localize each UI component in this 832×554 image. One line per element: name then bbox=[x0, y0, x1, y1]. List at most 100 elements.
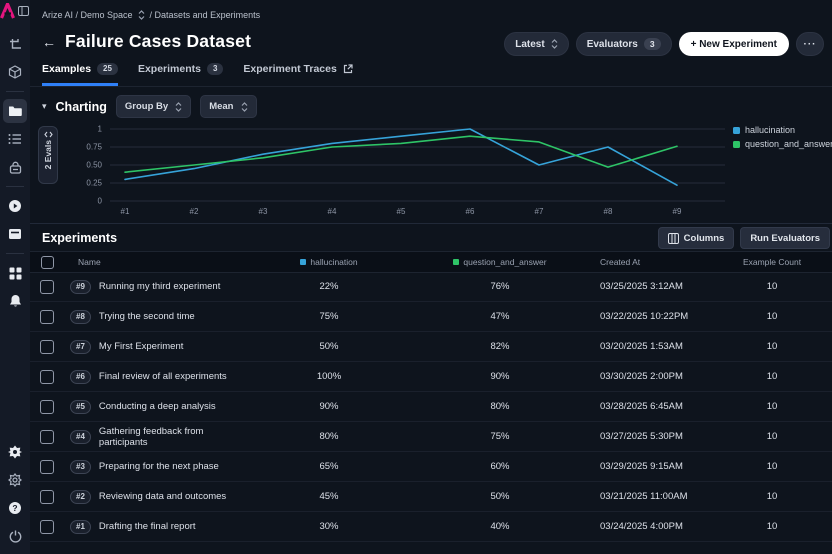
row-name[interactable]: Final review of all experiments bbox=[98, 371, 227, 382]
column-header-example-count[interactable]: Example Count bbox=[742, 257, 802, 267]
tab-examples-label: Examples bbox=[42, 62, 92, 75]
row-question-and-answer-score: 60% bbox=[490, 461, 510, 472]
row-name[interactable]: Running my third experiment bbox=[98, 281, 221, 292]
legend-item-hallucination[interactable]: hallucination bbox=[733, 125, 832, 135]
back-arrow-icon[interactable]: ← bbox=[42, 33, 56, 50]
row-created-at: 03/28/2025 6:45AM bbox=[600, 401, 683, 412]
row-checkbox[interactable] bbox=[40, 459, 54, 474]
experiment-row[interactable]: #6 Final review of all experiments 100% … bbox=[30, 362, 832, 392]
aggregation-select[interactable]: Mean bbox=[200, 95, 257, 118]
columns-button[interactable]: Columns bbox=[657, 227, 735, 249]
column-header-question-and-answer[interactable]: question_and_answer bbox=[453, 257, 547, 267]
tracing-icon[interactable] bbox=[3, 32, 27, 56]
tab-examples[interactable]: Examples 25 bbox=[42, 60, 118, 86]
row-name[interactable]: Trying the second time bbox=[98, 311, 195, 322]
datasets-folder-icon[interactable] bbox=[3, 99, 27, 123]
row-name[interactable]: Conducting a deep analysis bbox=[98, 401, 216, 412]
group-by-select[interactable]: Group By bbox=[115, 95, 192, 118]
experiment-row[interactable]: #9 Running my third experiment 22% 76% 0… bbox=[30, 272, 832, 302]
experiments-line-chart[interactable]: 0 0.25 0.50 0.75 1 #1 #2 #3 #4 #5 #6 #7 #8 #9 bbox=[30, 118, 730, 220]
cube-icon[interactable] bbox=[3, 60, 27, 84]
hallucination-color-swatch bbox=[300, 259, 307, 265]
latest-dropdown[interactable]: Latest bbox=[504, 32, 569, 56]
experiment-row[interactable]: #3 Preparing for the next phase 65% 60% … bbox=[30, 452, 832, 482]
row-example-count: 10 bbox=[766, 401, 778, 412]
lock-icon[interactable] bbox=[3, 155, 27, 179]
aggregation-select-label: Mean bbox=[209, 101, 234, 112]
evals-side-tab[interactable]: 2 Evals bbox=[38, 126, 58, 184]
row-question-and-answer-score: 82% bbox=[490, 341, 510, 352]
help-icon[interactable]: ? bbox=[3, 496, 27, 520]
tab-experiment-traces[interactable]: Experiment Traces bbox=[243, 60, 353, 86]
notifications-bell-icon[interactable] bbox=[3, 289, 27, 313]
experiment-row[interactable]: #4 Gathering feedback from participants … bbox=[30, 422, 832, 452]
experiments-section-title: Experiments bbox=[42, 231, 118, 245]
chart-legend: hallucination question_and_answer bbox=[733, 125, 832, 149]
charting-collapse-caret[interactable]: ▾ bbox=[42, 101, 47, 111]
row-hallucination-score: 75% bbox=[319, 311, 339, 322]
breadcrumb: Arize AI / Demo Space / Datasets and Exp… bbox=[42, 10, 260, 20]
row-name[interactable]: Reviewing data and outcomes bbox=[98, 491, 227, 502]
svg-text:#3: #3 bbox=[259, 207, 268, 216]
sort-arrows-icon bbox=[175, 101, 182, 112]
left-nav-sidebar: ? bbox=[0, 0, 30, 554]
row-checkbox[interactable] bbox=[40, 399, 54, 414]
experiment-row[interactable]: #5 Conducting a deep analysis 90% 80% 03… bbox=[30, 392, 832, 422]
column-header-created-at[interactable]: Created At bbox=[600, 257, 641, 267]
sidebar-collapse-icon[interactable] bbox=[16, 4, 30, 18]
column-header-hallucination[interactable]: hallucination bbox=[300, 257, 358, 267]
more-actions-button[interactable]: ··· bbox=[796, 32, 824, 56]
archive-icon[interactable] bbox=[3, 222, 27, 246]
row-checkbox[interactable] bbox=[40, 489, 54, 504]
row-created-at: 03/30/2025 2:00PM bbox=[600, 371, 683, 382]
play-circle-icon[interactable] bbox=[3, 194, 27, 218]
row-checkbox[interactable] bbox=[40, 309, 54, 324]
row-created-at: 03/27/2025 5:30PM bbox=[600, 431, 683, 442]
row-hallucination-score: 90% bbox=[319, 401, 339, 412]
integrations-icon[interactable] bbox=[3, 440, 27, 464]
settings-gear-icon[interactable] bbox=[3, 468, 27, 492]
logout-power-icon[interactable] bbox=[3, 524, 27, 548]
row-hallucination-score: 80% bbox=[319, 431, 339, 442]
row-hallucination-score: 22% bbox=[319, 281, 339, 292]
new-experiment-button[interactable]: + New Experiment bbox=[678, 32, 789, 56]
row-created-at: 03/21/2025 11:00AM bbox=[600, 491, 688, 502]
experiment-row[interactable]: #8 Trying the second time 75% 47% 03/22/… bbox=[30, 302, 832, 332]
evaluators-button[interactable]: Evaluators 3 bbox=[575, 32, 672, 56]
row-checkbox[interactable] bbox=[40, 369, 54, 384]
row-hallucination-score: 100% bbox=[316, 371, 342, 382]
new-experiment-button-label: + New Experiment bbox=[690, 38, 777, 50]
row-checkbox[interactable] bbox=[40, 519, 54, 534]
experiment-row[interactable]: #7 My First Experiment 50% 82% 03/20/202… bbox=[30, 332, 832, 362]
apps-grid-icon[interactable] bbox=[3, 261, 27, 285]
row-hallucination-score: 65% bbox=[319, 461, 339, 472]
legend-item-question_and_answer[interactable]: question_and_answer bbox=[733, 139, 832, 149]
select-all-checkbox[interactable] bbox=[40, 255, 54, 269]
row-question-and-answer-score: 40% bbox=[490, 521, 510, 532]
row-created-at: 03/25/2025 3:12AM bbox=[600, 281, 683, 292]
row-name[interactable]: Preparing for the next phase bbox=[98, 461, 219, 472]
row-id-badge: #7 bbox=[70, 339, 91, 354]
column-header-name[interactable]: Name bbox=[78, 257, 101, 267]
question-and-answer-color-swatch bbox=[453, 259, 460, 265]
tab-experiments[interactable]: Experiments 3 bbox=[138, 60, 224, 86]
tab-examples-count-badge: 25 bbox=[97, 62, 118, 75]
row-checkbox[interactable] bbox=[40, 279, 54, 294]
row-hallucination-score: 45% bbox=[319, 491, 339, 502]
row-name[interactable]: Drafting the final report bbox=[98, 521, 196, 532]
row-name[interactable]: Gathering feedback from participants bbox=[98, 425, 204, 448]
experiment-row[interactable]: #2 Reviewing data and outcomes 45% 50% 0… bbox=[30, 482, 832, 512]
list-icon[interactable] bbox=[3, 127, 27, 151]
breadcrumb-space[interactable]: Arize AI / Demo Space bbox=[42, 10, 133, 20]
row-question-and-answer-score: 76% bbox=[490, 281, 510, 292]
row-checkbox[interactable] bbox=[40, 429, 54, 444]
experiment-row[interactable]: #1 Drafting the final report 30% 40% 03/… bbox=[30, 512, 832, 542]
run-evaluators-button[interactable]: Run Evaluators bbox=[740, 227, 830, 249]
space-switcher-icon[interactable] bbox=[138, 10, 145, 20]
row-checkbox[interactable] bbox=[40, 339, 54, 354]
row-name[interactable]: My First Experiment bbox=[98, 341, 184, 352]
row-example-count: 10 bbox=[766, 311, 778, 322]
row-example-count: 10 bbox=[766, 491, 778, 502]
main-content: Arize AI / Demo Space / Datasets and Exp… bbox=[30, 0, 832, 554]
